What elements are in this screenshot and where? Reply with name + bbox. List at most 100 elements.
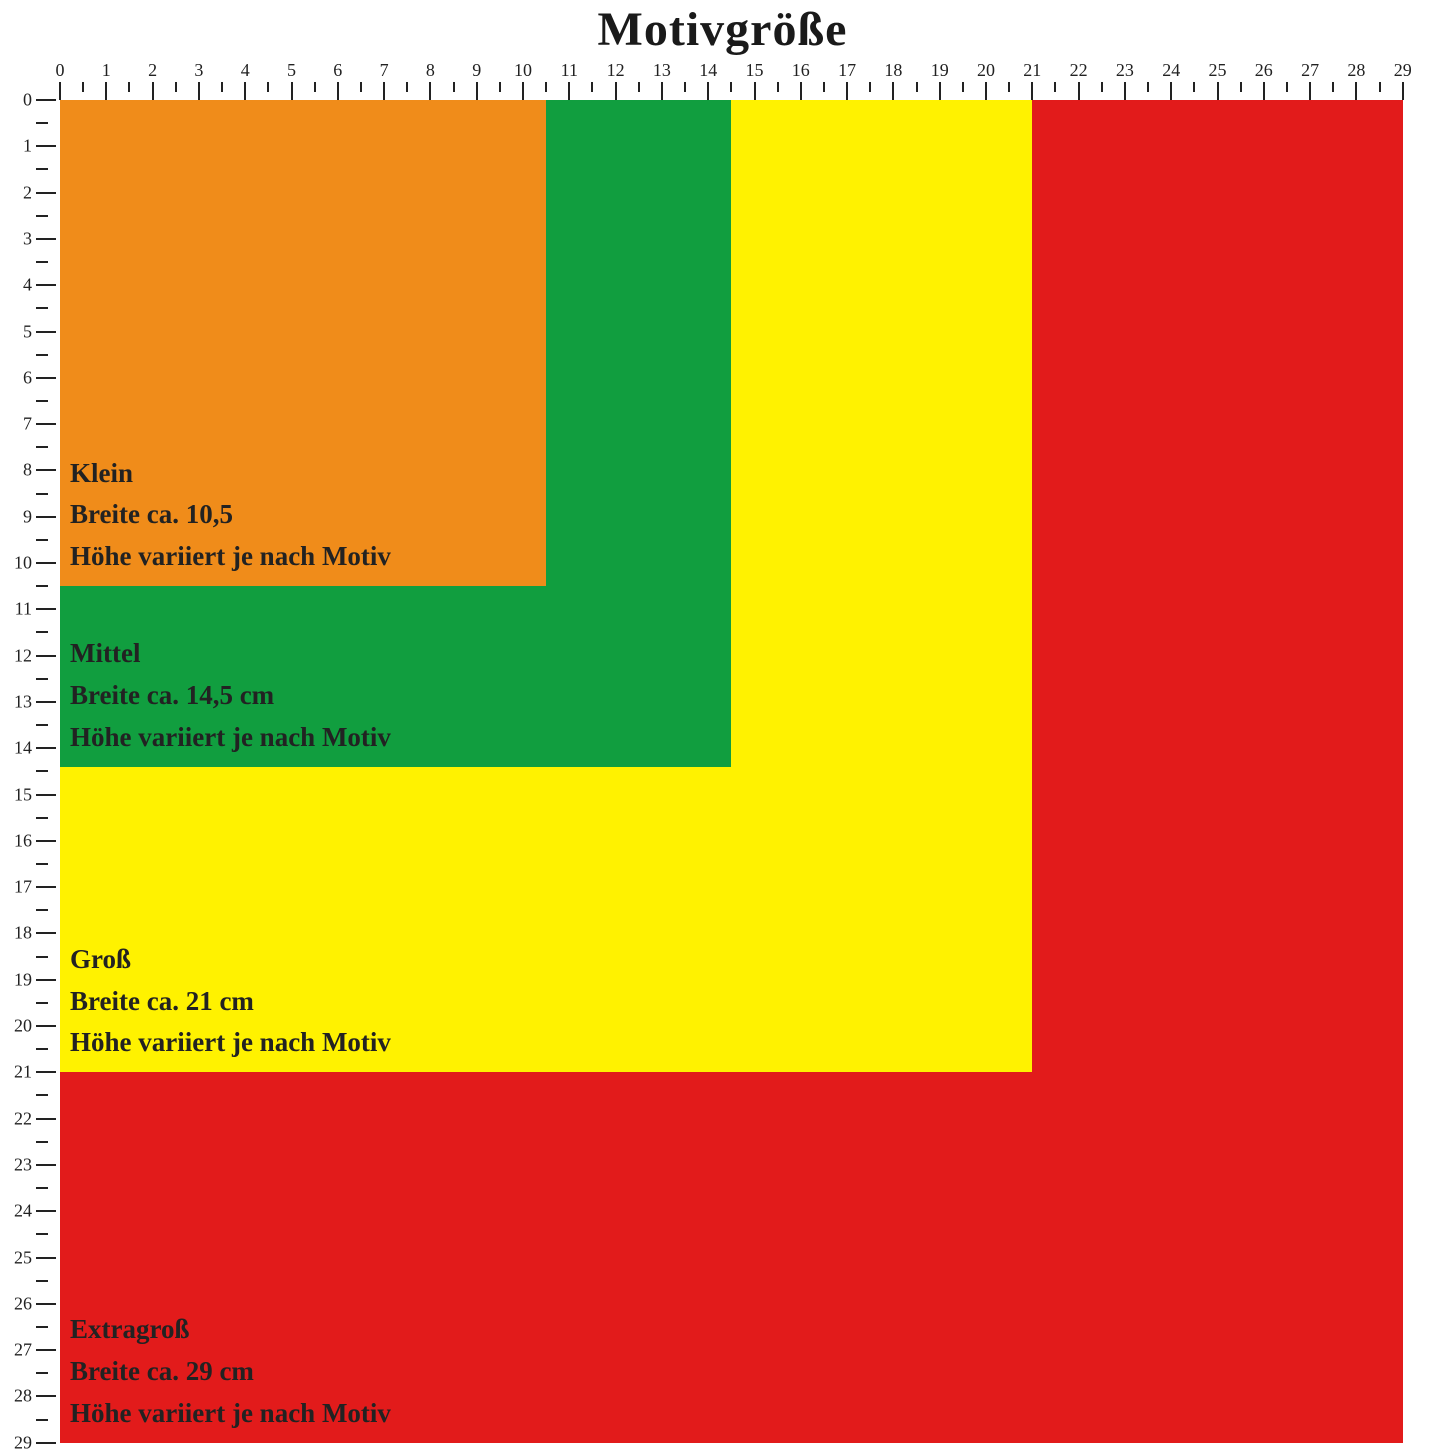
ruler-top-tick-minor [916,82,918,92]
ruler-left-label: 18 [4,923,32,944]
ruler-left-tick-minor [36,493,48,495]
ruler-left-tick-minor [36,1048,48,1050]
ruler-left-tick-major [36,932,56,934]
ruler-top-label: 13 [653,60,671,81]
ruler-top-label: 12 [607,60,625,81]
ruler-left-label: 6 [4,367,32,388]
ruler-top-tick-minor [406,82,408,92]
ruler-top-label: 22 [1070,60,1088,81]
ruler-left-tick-minor [36,1094,48,1096]
ruler-left-tick-minor [36,956,48,958]
ruler-top-label: 28 [1347,60,1365,81]
ruler-top-label: 1 [102,60,111,81]
ruler-top-tick-minor [314,82,316,92]
ruler-top-tick-minor [1101,82,1103,92]
ruler-left-tick-major [36,840,56,842]
ruler-top-label: 8 [426,60,435,81]
size-label-gross: GroßBreite ca. 21 cmHöhe variiert je nac… [70,939,391,1065]
ruler-top-tick-major [59,82,61,100]
ruler-top-label: 5 [287,60,296,81]
ruler-left-tick-major [36,747,56,749]
ruler-top-tick-minor [1054,82,1056,92]
ruler-left-tick-minor [36,770,48,772]
ruler-top-tick-major [1031,82,1033,100]
size-height-line: Höhe variiert je nach Motiv [70,1022,391,1064]
ruler-left-tick-major [36,562,56,564]
ruler-top-tick-minor [1193,82,1195,92]
size-name: Klein [70,453,391,495]
ruler-left-tick-minor [36,1280,48,1282]
ruler-top-label: 9 [472,60,481,81]
ruler-top-tick-minor [82,82,84,92]
ruler-top-tick-major [1309,82,1311,100]
size-label-extragross: ExtragroßBreite ca. 29 cmHöhe variiert j… [70,1309,391,1435]
ruler-top-tick-minor [591,82,593,92]
ruler-top-tick-major [568,82,570,100]
ruler-top-tick-minor [638,82,640,92]
ruler-left-label: 0 [4,90,32,111]
size-label-klein: KleinBreite ca. 10,5Höhe variiert je nac… [70,453,391,579]
ruler-top-tick-major [661,82,663,100]
ruler-top-label: 17 [838,60,856,81]
ruler-top-tick-major [1402,82,1404,100]
ruler-top-tick-minor [869,82,871,92]
ruler-top-tick-major [707,82,709,100]
ruler-top-tick-major [1355,82,1357,100]
ruler-left-tick-minor [36,1419,48,1421]
ruler-left-tick-major [36,516,56,518]
ruler-top-label: 24 [1162,60,1180,81]
ruler-top-tick-major [244,82,246,100]
ruler-top-tick-major [522,82,524,100]
ruler-left-label: 3 [4,228,32,249]
ruler-top-tick-major [1217,82,1219,100]
ruler-left-tick-major [36,1303,56,1305]
ruler-top-label: 10 [514,60,532,81]
ruler-left-tick-minor [36,122,48,124]
size-name: Groß [70,939,391,981]
ruler-left-label: 15 [4,784,32,805]
size-width-line: Breite ca. 21 cm [70,981,391,1023]
ruler-top-tick-major [985,82,987,100]
ruler-left-tick-major [36,979,56,981]
ruler-left-tick-minor [36,446,48,448]
ruler-top-label: 7 [380,60,389,81]
ruler-left-label: 27 [4,1340,32,1361]
ruler-top-tick-minor [777,82,779,92]
page-title: Motivgröße [0,2,1445,57]
ruler-top-tick-major [1263,82,1265,100]
ruler-left-label: 28 [4,1386,32,1407]
ruler-top-tick-major [892,82,894,100]
ruler-left-tick-minor [36,1326,48,1328]
ruler-top-label: 25 [1209,60,1227,81]
ruler-left-tick-minor [36,863,48,865]
ruler-top-label: 2 [148,60,157,81]
ruler-left-tick-minor [36,168,48,170]
ruler-left-label: 7 [4,414,32,435]
ruler-top-label: 27 [1301,60,1319,81]
ruler-left-tick-major [36,469,56,471]
ruler-left-tick-major [36,1025,56,1027]
ruler-top-tick-minor [221,82,223,92]
ruler-left-tick-major [36,192,56,194]
ruler-top-tick-major [337,82,339,100]
ruler-top-tick-major [615,82,617,100]
ruler-top-tick-major [1078,82,1080,100]
ruler-left-label: 11 [4,599,32,620]
ruler-left-tick-major [36,1395,56,1397]
ruler-left-label: 1 [4,136,32,157]
ruler-top-tick-minor [128,82,130,92]
ruler-top-tick-minor [684,82,686,92]
ruler-left-tick-minor [36,215,48,217]
ruler-left-tick-minor [36,909,48,911]
ruler-vertical: 0123456789101112131415161718192021222324… [0,100,60,1445]
ruler-left-label: 5 [4,321,32,342]
ruler-top-label: 21 [1023,60,1041,81]
ruler-left-tick-minor [36,631,48,633]
ruler-left-tick-major [36,331,56,333]
size-width-line: Breite ca. 14,5 cm [70,675,391,717]
ruler-top-tick-minor [1332,82,1334,92]
size-height-line: Höhe variiert je nach Motiv [70,536,391,578]
ruler-left-tick-major [36,284,56,286]
ruler-top-tick-major [1124,82,1126,100]
ruler-left-tick-major [36,655,56,657]
